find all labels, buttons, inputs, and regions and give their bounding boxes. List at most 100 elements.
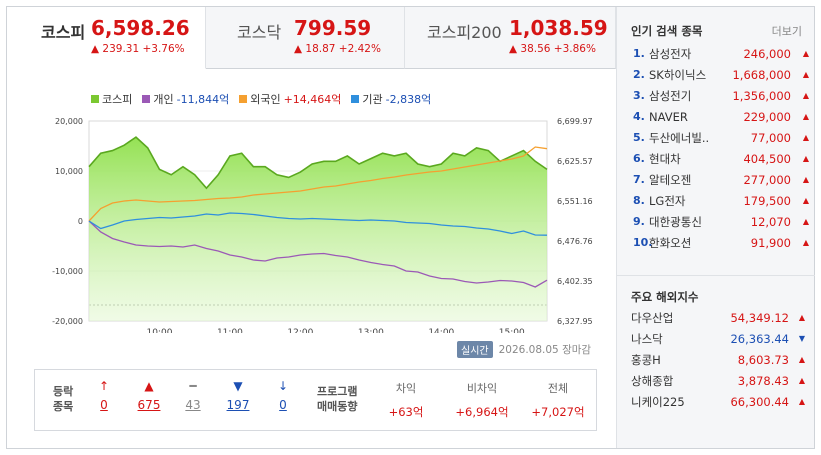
stock-name[interactable]: 현대차 [649,151,681,166]
stock-name[interactable]: 한화오션 [649,235,692,250]
popular-stock-item[interactable]: 1. 삼성전자 246,000 ▲ [633,43,811,64]
legend-individual-value: -11,844억 [176,93,230,106]
popular-stock-item[interactable]: 4. NAVER 229,000 ▲ [633,106,811,127]
popular-stock-item[interactable]: 3. 삼성전기 1,356,000 ▲ [633,85,811,106]
y-left-tick-label: 10,000 [55,167,83,176]
popular-stock-item[interactable]: 8. LG전자 179,500 ▲ [633,190,811,211]
advance-decline-summary: 등락 종목 ↑ 0 ▲ 675 ━ 43 ▼ 197 ↓ 0 프로그램 매매동향… [34,369,597,431]
count-upper-limit[interactable]: ↑ 0 [89,378,119,412]
global-index-item[interactable]: 니케이225 66,300.44 ▲ [631,391,811,412]
stock-rank: 7. [633,173,645,186]
count-unchanged-value[interactable]: 43 [185,398,201,412]
stock-price: 404,500 [743,151,791,166]
legend-foreign[interactable]: 외국인 +14,464억 [239,91,341,107]
index-name[interactable]: 나스닥 [631,331,663,346]
legend-foreign-label: 외국인 [250,93,281,106]
up-arrow-icon: ▲ [802,154,809,163]
stock-name[interactable]: 대한광통신 [649,214,702,229]
x-tick-label: 15:00 [499,328,525,333]
index-name[interactable]: 홍콩H [631,352,661,367]
stock-name[interactable]: 삼성전기 [649,88,692,103]
program-arbitrage-value: +63억 [388,405,424,419]
legend-institution[interactable]: 기관 -2,838억 [351,91,431,107]
x-tick-label: 11:00 [217,328,243,333]
popular-stock-item[interactable]: 2. SK하이닉스 1,668,000 ▲ [633,64,811,85]
realtime-badge[interactable]: 실시간 [457,341,493,358]
up-arrow-icon: ▲ [802,196,809,205]
legend-kospi-swatch [91,95,99,103]
stock-rank: 2. [633,68,645,81]
stock-price: 179,500 [743,193,791,208]
count-advance[interactable]: ▲ 675 [134,378,164,412]
legend-individual[interactable]: 개인 -11,844억 [142,91,229,107]
sidebar: 인기 검색 종목 더보기 1. 삼성전자 246,000 ▲ 2. SK하이닉스 1,668… [616,7,815,448]
global-index-item[interactable]: 다우산업 54,349.12 ▲ [631,307,811,328]
legend-foreign-swatch [239,95,248,103]
tab-kosdaq-name: 코스닥 [237,23,282,42]
stock-rank: 10. [633,236,653,249]
stock-price: 77,000 [750,130,791,145]
index-name[interactable]: 상해종합 [631,373,674,388]
stock-name[interactable]: 두산에너빌.. [649,130,710,145]
global-index-item[interactable]: 나스닥 26,363.44 ▼ [631,328,811,349]
global-index-item[interactable]: 홍콩H 8,603.73 ▲ [631,349,811,370]
stock-rank: 4. [633,110,645,123]
y-left-tick-label: 0 [78,217,83,226]
advance-icon: ▲ [144,379,154,393]
tab-kospi[interactable]: 코스피 6,598.26 ▲ 239.31 +3.76% [7,7,206,69]
stock-name[interactable]: 알테오젠 [649,172,692,187]
count-unchanged[interactable]: ━ 43 [178,378,208,412]
count-lower-limit-value[interactable]: 0 [279,398,287,412]
stock-price: 1,668,000 [732,67,791,82]
index-value: 66,300.44 [730,394,789,409]
series-kospi-area [89,137,547,321]
unchanged-icon: ━ [189,379,197,393]
stock-rank: 5. [633,131,645,144]
more-link[interactable]: 더보기 [771,25,802,38]
popular-stock-item[interactable]: 10. 한화오션 91,900 ▲ [633,232,811,253]
index-value: 8,603.73 [737,352,789,367]
count-upper-limit-value[interactable]: 0 [100,398,108,412]
stock-name[interactable]: NAVER [649,109,688,124]
stock-price: 12,070 [750,214,791,229]
y-right-tick-label: 6,551.16 [557,197,593,206]
y-left-tick-label: -10,000 [52,267,83,276]
count-decline-value[interactable]: 197 [226,398,250,412]
global-indices-title: 주요 해외지수 [631,290,699,304]
x-tick-label: 12:00 [287,328,313,333]
index-name[interactable]: 다우산업 [631,310,674,325]
legend-institution-swatch [351,95,360,103]
tab-kospi200[interactable]: 코스피200 1,038.59 ▲ 38.56 +3.86% [405,7,616,69]
up-arrow-icon: ▲ [802,217,809,226]
index-value: 54,349.12 [730,310,789,325]
program-trading-label-line2: 매매동향 [317,400,358,413]
y-right-tick-label: 6,402.35 [557,277,593,286]
popular-stock-item[interactable]: 9. 대한광통신 12,070 ▲ [633,211,811,232]
series-individual-line [88,220,548,288]
up-arrow-icon: ▲ [802,238,809,247]
x-tick-label: 13:00 [358,328,384,333]
tab-kospi200-name: 코스피200 [427,23,502,42]
index-name[interactable]: 니케이225 [631,394,685,409]
count-decline[interactable]: ▼ 197 [223,378,253,412]
up-arrow-icon: ▲ [798,397,805,406]
stock-name[interactable]: LG전자 [649,193,686,208]
up-arrow-icon: ▲ [802,91,809,100]
y-left-tick-label: -20,000 [52,317,83,326]
stock-name[interactable]: SK하이닉스 [649,67,707,82]
up-arrow-icon: ▲ [802,175,809,184]
legend-kospi[interactable]: 코스피 [91,91,132,107]
stock-name[interactable]: 삼성전자 [649,46,692,61]
count-lower-limit[interactable]: ↓ 0 [268,378,298,412]
program-non-arbitrage-label: 비차익 [466,382,498,395]
count-advance-value[interactable]: 675 [137,398,161,412]
global-index-item[interactable]: 상해종합 3,878.43 ▲ [631,370,811,391]
decline-icon: ▼ [233,379,243,393]
tab-kosdaq[interactable]: 코스닥 799.59 ▲ 18.87 +2.42% [206,7,405,69]
intraday-chart[interactable]: 20,000 10,000 0 -10,000 -20,000 6,699.97 6,62… [37,111,612,333]
advance-decline-label: 등락 종목 [53,384,73,414]
up-arrow-icon: ▲ [798,376,805,385]
popular-stock-item[interactable]: 6. 현대차 404,500 ▲ [633,148,811,169]
popular-stock-item[interactable]: 7. 알테오젠 277,000 ▲ [633,169,811,190]
popular-stock-item[interactable]: 5. 두산에너빌.. 77,000 ▲ [633,127,811,148]
